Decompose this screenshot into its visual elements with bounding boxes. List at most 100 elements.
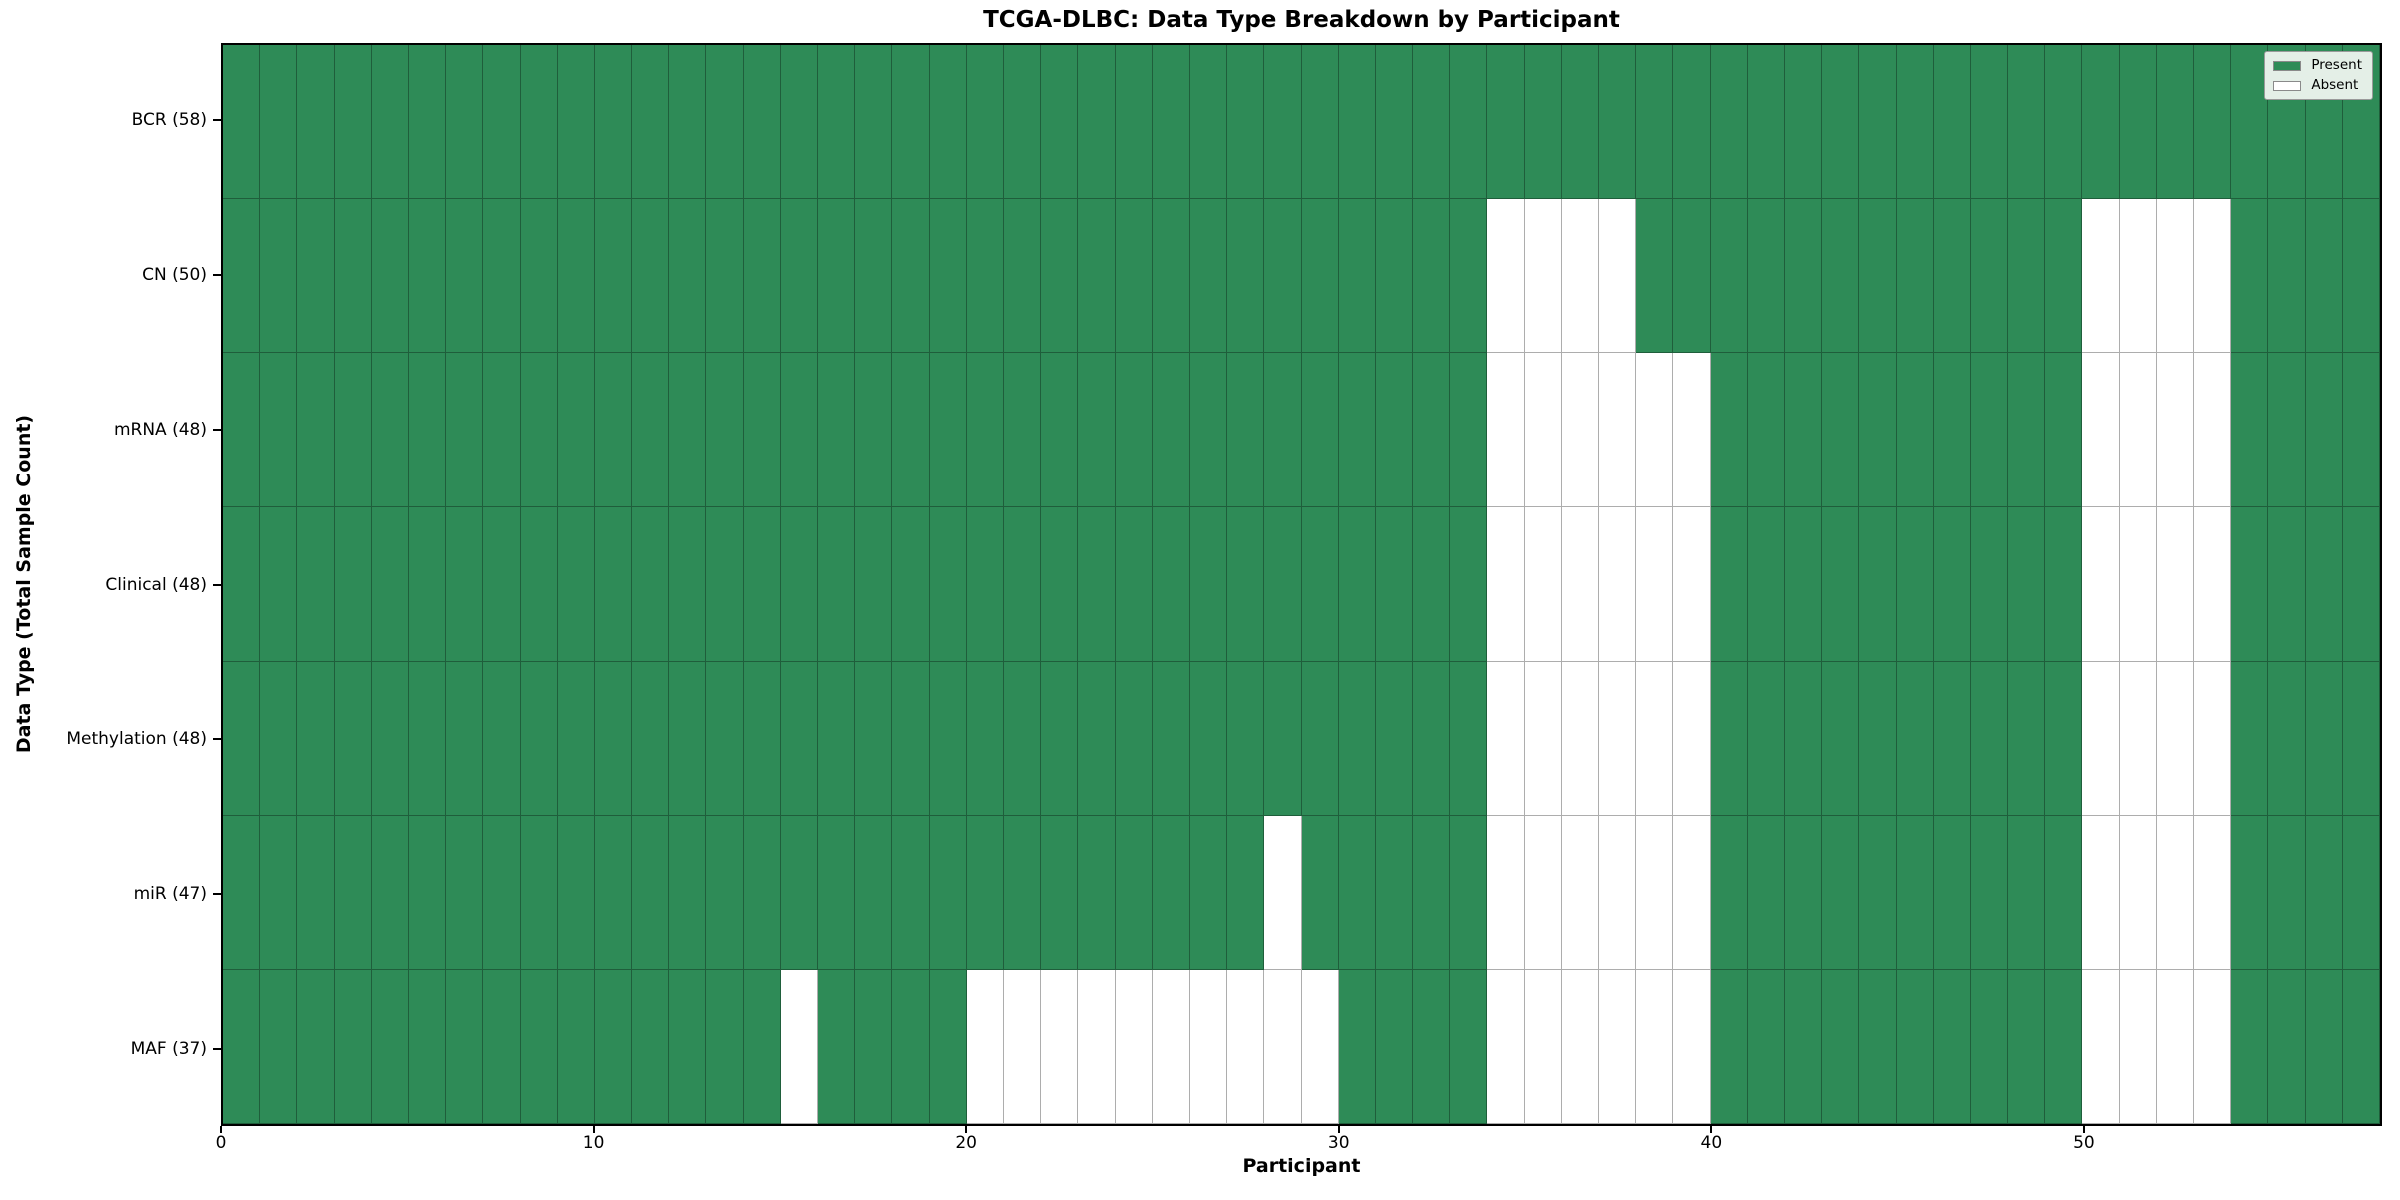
heatmap-cell [334, 45, 372, 200]
heatmap-cell [297, 661, 335, 816]
heatmap-cell [557, 969, 595, 1124]
legend-swatch-present-icon [2273, 60, 2302, 71]
heatmap-cell [2268, 507, 2306, 662]
heatmap-cell [1041, 353, 1079, 508]
heatmap-cell [818, 45, 856, 200]
heatmap-cell [446, 353, 484, 508]
heatmap-cell [1413, 815, 1451, 970]
heatmap-cell [1673, 815, 1711, 970]
heatmap-cell [1003, 969, 1042, 1124]
heatmap-cell [1375, 969, 1414, 1124]
heatmap-cell [520, 353, 558, 508]
heatmap-cell [334, 353, 372, 508]
heatmap-cell [1413, 507, 1451, 662]
heatmap-cell [2268, 353, 2306, 508]
heatmap-cell [1822, 353, 1860, 508]
heatmap-cell [1970, 353, 2009, 508]
heatmap-cell [2008, 45, 2046, 200]
heatmap-cell [2268, 199, 2306, 354]
heatmap-cell [1859, 969, 1897, 1124]
heatmap-cell [223, 199, 261, 354]
heatmap-cell [892, 969, 930, 1124]
heatmap-cell [1561, 353, 1600, 508]
heatmap-cell [1152, 969, 1190, 1124]
heatmap-cell [1413, 45, 1451, 200]
heatmap-cell [1301, 969, 1339, 1124]
heatmap-cell [520, 969, 558, 1124]
heatmap-cell [706, 353, 744, 508]
heatmap-cell [1413, 199, 1451, 354]
heatmap-cell [1338, 969, 1376, 1124]
heatmap-cell [1673, 353, 1711, 508]
heatmap-cell [892, 815, 930, 970]
heatmap-cell [1673, 661, 1711, 816]
heatmap-cell [818, 199, 856, 354]
heatmap-cell [1599, 661, 1637, 816]
heatmap-cell [966, 661, 1004, 816]
heatmap-cell [855, 815, 893, 970]
heatmap-cell [1450, 45, 1488, 200]
heatmap-cell [1524, 353, 1562, 508]
heatmap-cell [706, 507, 744, 662]
heatmap-cell [1003, 45, 1042, 200]
heatmap-cell [632, 969, 670, 1124]
heatmap-cell [483, 661, 521, 816]
heatmap-cell [743, 507, 781, 662]
heatmap-cell [557, 815, 595, 970]
heatmap-cell [371, 353, 409, 508]
heatmap-cell [2008, 353, 2046, 508]
x-tick-mark [592, 1126, 595, 1133]
heatmap-cell [483, 353, 521, 508]
heatmap-cell [557, 199, 595, 354]
heatmap-cell [669, 45, 707, 200]
heatmap-cell [1264, 969, 1302, 1124]
plot-area: Present Absent [221, 43, 2382, 1126]
heatmap-cell [371, 507, 409, 662]
heatmap-cell [483, 507, 521, 662]
x-tick-label: 40 [1700, 1133, 1723, 1153]
heatmap-cell [818, 507, 856, 662]
heatmap-cell [780, 199, 819, 354]
heatmap-cell [2156, 353, 2195, 508]
heatmap-cell [223, 969, 261, 1124]
heatmap-cell [632, 353, 670, 508]
heatmap-cell [1673, 507, 1711, 662]
heatmap-cell [2045, 815, 2083, 970]
heatmap-cell [1933, 969, 1971, 1124]
heatmap-cell [483, 969, 521, 1124]
heatmap-cell [2082, 199, 2120, 354]
heatmap-cell [1450, 199, 1488, 354]
heatmap-cell [743, 45, 781, 200]
heatmap-cell [1338, 199, 1376, 354]
heatmap-cell [1264, 661, 1302, 816]
heatmap-cell [966, 969, 1004, 1124]
heatmap-cell [743, 353, 781, 508]
heatmap-cell [1152, 661, 1190, 816]
heatmap-cell [1524, 661, 1562, 816]
heatmap-cell [1896, 661, 1934, 816]
heatmap-cell [1970, 969, 2009, 1124]
heatmap-cell [2045, 507, 2083, 662]
heatmap-cell [2268, 969, 2306, 1124]
heatmap-cell [1636, 507, 1674, 662]
heatmap-cell [669, 969, 707, 1124]
heatmap-cell [1078, 661, 1116, 816]
heatmap-cell [1375, 507, 1414, 662]
heatmap-cell [1413, 353, 1451, 508]
heatmap-cell [2231, 661, 2269, 816]
x-tick-label: 0 [215, 1133, 227, 1153]
heatmap-cell [1264, 507, 1302, 662]
heatmap-cell [594, 815, 633, 970]
heatmap-cell [1822, 815, 1860, 970]
y-tick-label: mRNA (48) [113, 419, 207, 440]
heatmap-cell [2008, 815, 2046, 970]
heatmap-cell [483, 199, 521, 354]
x-tick-mark [965, 1126, 968, 1133]
heatmap-cell [2082, 507, 2120, 662]
heatmap-cell [1933, 353, 1971, 508]
heatmap-cell [1189, 661, 1228, 816]
heatmap-cell [855, 969, 893, 1124]
y-tick-mark [213, 274, 221, 277]
heatmap-cell [1152, 199, 1190, 354]
heatmap-cell [2156, 815, 2195, 970]
